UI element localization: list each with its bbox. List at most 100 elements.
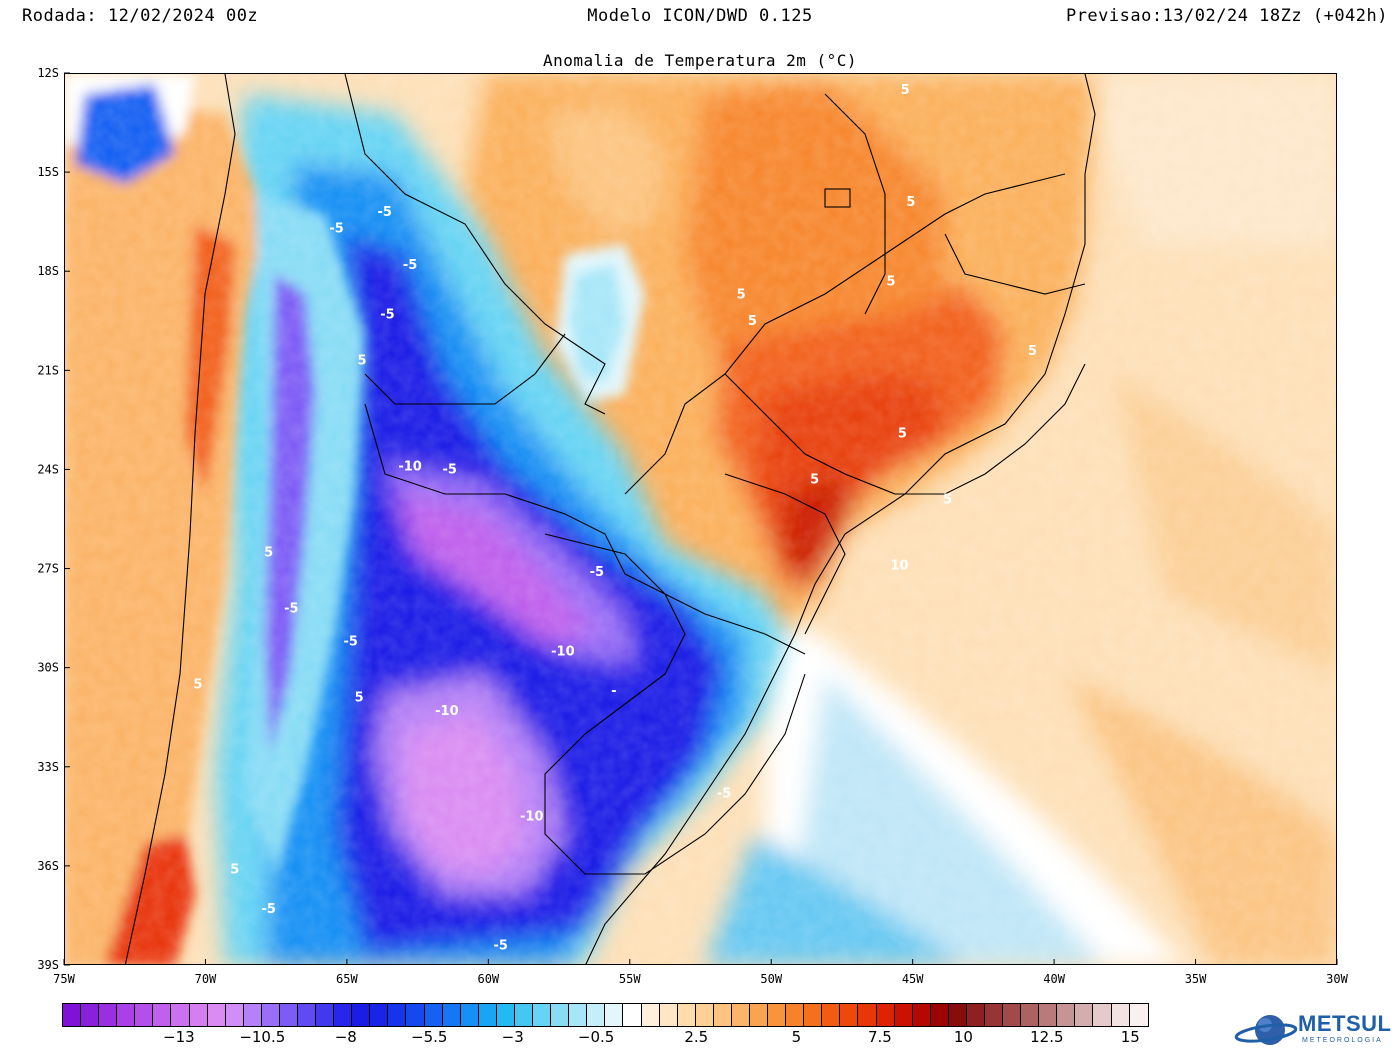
color-scale-swatch — [207, 1004, 226, 1026]
color-scale-swatch — [605, 1004, 624, 1026]
color-scale-swatch — [894, 1004, 913, 1026]
lat-tick-label: 30S — [37, 661, 59, 675]
contour-label: -5 — [443, 463, 457, 478]
color-scale-swatch — [966, 1004, 985, 1026]
contour-label: 5 — [358, 354, 367, 369]
color-scale-swatch — [876, 1004, 895, 1026]
color-scale-label: 2.5 — [684, 1028, 709, 1046]
color-scale-swatch — [81, 1004, 100, 1026]
color-scale-swatch — [225, 1004, 244, 1026]
run-date-label: Rodada: 12/02/2024 00z — [22, 6, 259, 26]
color-scale-swatch — [822, 1004, 841, 1026]
color-scale-swatch — [514, 1004, 534, 1026]
logo-subtitle: METEOROLOGIA — [1302, 1037, 1383, 1044]
contour-label: -5 — [380, 307, 394, 322]
color-scale-swatch — [786, 1004, 805, 1026]
color-scale-swatch — [63, 1004, 82, 1026]
color-scale-swatch — [768, 1004, 787, 1026]
color-scale-swatch — [334, 1004, 353, 1026]
color-scale-swatch — [424, 1004, 443, 1026]
color-scale-swatch — [261, 1004, 280, 1026]
color-scale-label: 5 — [791, 1028, 802, 1046]
contour-label: 5 — [230, 862, 239, 877]
color-scale-swatch — [1093, 1004, 1112, 1026]
color-scale-swatch — [804, 1004, 823, 1026]
color-scale-swatch — [243, 1004, 262, 1026]
contour-label: -10 — [435, 704, 459, 719]
color-scale-swatch — [623, 1004, 642, 1026]
color-scale-swatch — [749, 1004, 769, 1026]
color-scale-swatch — [1039, 1004, 1058, 1026]
contour-label: -5 — [343, 635, 357, 650]
color-scale-swatch — [587, 1004, 606, 1026]
contour-label: -5 — [377, 205, 391, 220]
contour-label: 5 — [943, 492, 952, 507]
color-scale-swatch — [840, 1004, 859, 1026]
contour-label: 10 — [890, 559, 908, 574]
color-scale-swatch — [930, 1004, 949, 1026]
contour-label: 5 — [898, 426, 907, 441]
color-scale-swatch — [135, 1004, 154, 1026]
contour-label: -10 — [398, 459, 422, 474]
color-scale-swatch — [279, 1004, 299, 1026]
lon-tick-label: 30W — [1326, 972, 1348, 986]
color-scale-label: 15 — [1120, 1028, 1140, 1046]
metsul-logo: METSUL METEOROLOGIA — [1232, 1010, 1400, 1050]
color-scale-swatch — [1111, 1004, 1130, 1026]
color-scale-swatch — [858, 1004, 877, 1026]
contour-label: 5 — [193, 677, 202, 692]
color-scale-swatch — [189, 1004, 208, 1026]
color-scale-label: 7.5 — [867, 1028, 892, 1046]
color-scale-label: −3 — [501, 1028, 524, 1046]
color-scale-labels: −13 −10.5 −8 −5.5 −3 −0.5 2.5 5 7.5 10 12.5 15 — [0, 1028, 1400, 1050]
contour-label: -5 — [590, 565, 604, 580]
color-scale-label: 10 — [953, 1028, 973, 1046]
color-scale-swatch — [569, 1004, 588, 1026]
contour-label: 5 — [887, 274, 896, 289]
color-scale-swatch — [478, 1004, 497, 1026]
color-scale-label: −13 — [163, 1028, 195, 1046]
lon-tick-label: 60W — [477, 972, 499, 986]
map-title: Anomalia de Temperatura 2m (°C) — [542, 51, 858, 70]
lat-tick-label: 15S — [37, 165, 59, 179]
color-scale-swatch — [1075, 1004, 1094, 1026]
contour-label: 5 — [810, 473, 819, 488]
color-scale-swatch — [460, 1004, 479, 1026]
contour-label: -5 — [284, 602, 298, 617]
lon-tick-label: 65W — [336, 972, 358, 986]
lon-tick-label: 75W — [53, 972, 75, 986]
color-scale-swatch — [352, 1004, 371, 1026]
globe-icon — [1234, 1015, 1298, 1045]
contour-label: 5 — [901, 83, 910, 98]
contour-label: 5 — [1028, 344, 1037, 359]
lat-tick-label: 18S — [37, 264, 59, 278]
color-scale-swatch — [99, 1004, 118, 1026]
color-scale-swatch — [171, 1004, 190, 1026]
color-scale-swatch — [659, 1004, 678, 1026]
color-scale-swatch — [298, 1004, 317, 1026]
lat-tick-label: 24S — [37, 462, 59, 476]
contour-label: -10 — [551, 644, 575, 659]
color-scale-swatch — [695, 1004, 714, 1026]
contour-label: 5 — [355, 691, 364, 706]
color-scale-swatch — [406, 1004, 425, 1026]
contour-label: -5 — [493, 938, 507, 953]
color-scale-swatch — [731, 1004, 750, 1026]
temperature-anomaly-map: 5 5 5 5 5 5 5 5 5 10 -5 -5 -5 -5 5 -10 -5 5 -5 -5 -5 -10 5 5 -10… — [64, 73, 1337, 965]
lat-tick-label: 39S — [37, 958, 59, 972]
contour-label: -5 — [261, 902, 275, 917]
contour-label: -5 — [403, 258, 417, 273]
color-scale-label: −5.5 — [411, 1028, 448, 1046]
color-scale-label: −0.5 — [577, 1028, 615, 1046]
color-scale-swatch — [1129, 1004, 1148, 1026]
color-scale-label: −8 — [334, 1028, 357, 1046]
lon-tick-label: 35W — [1185, 972, 1207, 986]
contour-label: - — [611, 684, 616, 699]
contour-label: -5 — [717, 787, 731, 802]
color-scale-swatch — [533, 1004, 552, 1026]
contour-label: 5 — [748, 314, 757, 329]
color-scale-swatch — [984, 1004, 1004, 1026]
color-scale-bar — [62, 1003, 1149, 1027]
